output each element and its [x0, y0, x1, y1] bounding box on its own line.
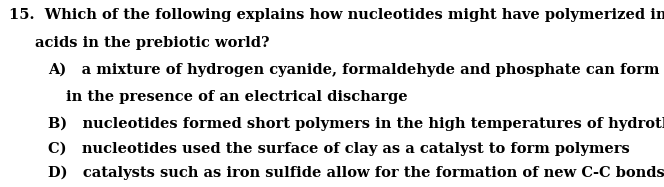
Text: in the presence of an electrical discharge: in the presence of an electrical dischar… [66, 90, 408, 104]
Text: acids in the prebiotic world?: acids in the prebiotic world? [35, 36, 269, 50]
Text: C)   nucleotides used the surface of clay as a catalyst to form polymers: C) nucleotides used the surface of clay … [48, 141, 629, 156]
Text: D)   catalysts such as iron sulfide allow for the formation of new C-C bonds: D) catalysts such as iron sulfide allow … [48, 165, 664, 180]
Text: 15.  Which of the following explains how nucleotides might have polymerized into: 15. Which of the following explains how … [9, 8, 664, 22]
Text: B)   nucleotides formed short polymers in the high temperatures of hydrothermal : B) nucleotides formed short polymers in … [48, 117, 664, 131]
Text: A)   a mixture of hydrogen cyanide, formaldehyde and phosphate can form nucleoti: A) a mixture of hydrogen cyanide, formal… [48, 63, 664, 77]
